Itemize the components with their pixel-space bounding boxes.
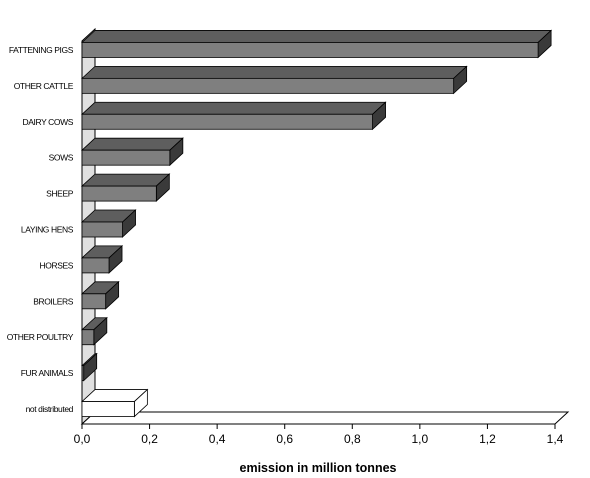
bar-front-dairy-cows xyxy=(81,113,373,130)
category-label-not-distributed: not distributed xyxy=(26,404,74,414)
category-label-laying-hens: LAYING HENS xyxy=(21,225,74,235)
bar-fattening-pigs xyxy=(80,29,553,59)
bar-dairy-cows xyxy=(80,101,387,131)
category-label-other-cattle: OTHER CATTLE xyxy=(14,81,74,91)
bar-top-sheep xyxy=(80,173,171,187)
bar-other-poultry xyxy=(80,316,108,346)
x-tick-label-5: 1,0 xyxy=(412,432,429,446)
bar-other-cattle xyxy=(80,65,468,95)
category-label-sheep: SHEEP xyxy=(46,189,74,199)
bar-front-other-poultry xyxy=(81,329,95,346)
bar-top-fattening-pigs xyxy=(80,30,553,43)
x-tick-label-2: 0,4 xyxy=(209,432,226,446)
bar-front-not-distributed xyxy=(81,401,135,417)
x-tick-label-3: 0,6 xyxy=(276,432,293,446)
bar-front-fattening-pigs xyxy=(81,42,539,58)
bar-top-other-cattle xyxy=(80,65,468,79)
x-axis-title: emission in million tonnes xyxy=(240,461,397,475)
bar-sheep xyxy=(80,173,171,203)
category-label-broilers: BROILERS xyxy=(33,296,74,306)
bar-front-broilers xyxy=(81,293,107,310)
bar-sows xyxy=(80,137,184,167)
bar-laying-hens xyxy=(80,209,137,238)
x-tick-label-6: 1,2 xyxy=(479,432,496,446)
bar-front-fur-animals xyxy=(81,365,85,382)
category-label-sows: SOWS xyxy=(49,153,74,163)
x-tick-label-4: 0,8 xyxy=(344,432,361,446)
x-tick-label-1: 0,2 xyxy=(141,432,158,446)
x-tick-label-0: 0,0 xyxy=(74,432,91,446)
bar-front-laying-hens xyxy=(81,221,123,238)
bar-top-dairy-cows xyxy=(80,101,387,115)
bar-front-horses xyxy=(81,257,110,274)
x-tick-label-7: 1,4 xyxy=(547,432,564,446)
bar-not-distributed xyxy=(80,388,149,418)
bar-top-sows xyxy=(80,137,184,151)
bar-front-other-cattle xyxy=(81,77,455,94)
category-label-other-poultry: OTHER POULTRY xyxy=(7,332,74,342)
category-label-dairy-cows: DAIRY COWS xyxy=(23,117,74,127)
category-label-horses: HORSES xyxy=(40,260,74,270)
bar-broilers xyxy=(80,280,120,310)
bar-horses xyxy=(80,244,124,274)
bar-front-sheep xyxy=(81,185,157,202)
chart-floor xyxy=(80,411,570,425)
category-label-fur-animals: FUR ANIMALS xyxy=(21,368,74,378)
category-label-fattening-pigs: FATTENING PIGS xyxy=(9,45,74,55)
bar-fur-animals xyxy=(80,352,98,382)
bar-front-sows xyxy=(81,149,171,166)
